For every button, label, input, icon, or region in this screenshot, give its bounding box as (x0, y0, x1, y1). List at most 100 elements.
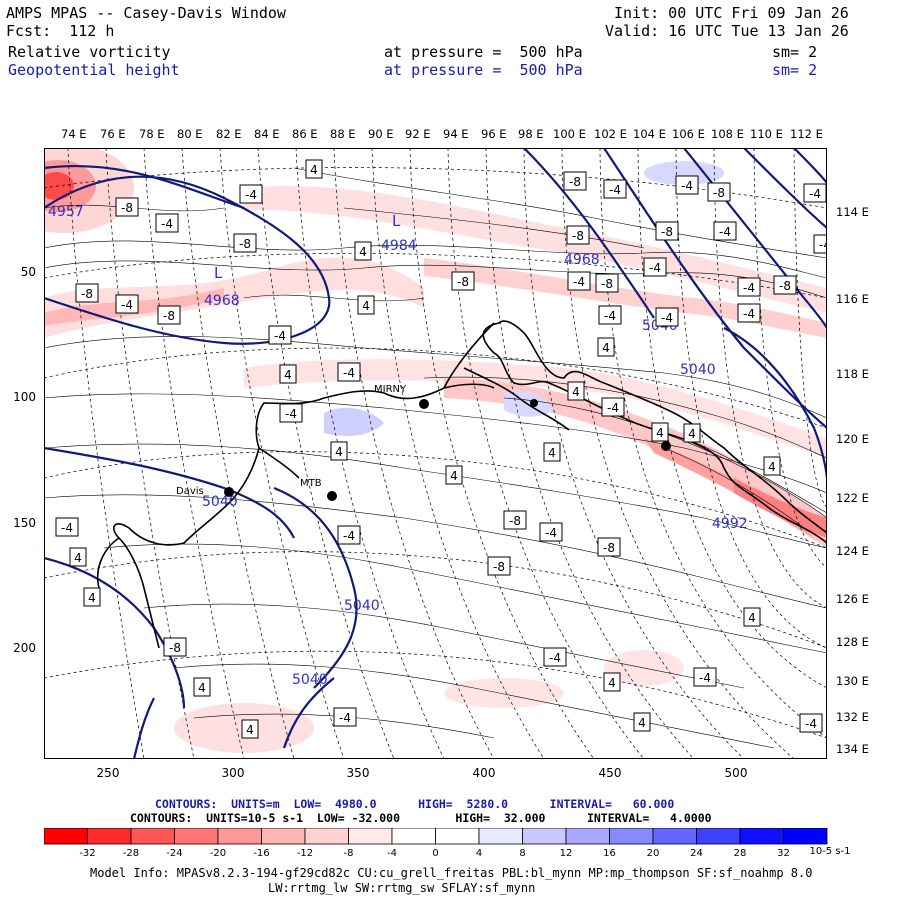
y-axis-label: 150 (13, 516, 36, 530)
field2-name: Geopotential height (8, 61, 180, 79)
low-markers: L L (214, 212, 401, 282)
colorbar-swatch (652, 828, 697, 845)
x-axis-label: 500 (724, 766, 748, 780)
vorticity-label: 4 (763, 456, 781, 476)
svg-text:-4: -4 (609, 183, 621, 197)
svg-text:-4: -4 (649, 261, 661, 275)
lon-label: 112 E (790, 127, 823, 141)
vorticity-label: -4 (598, 305, 622, 325)
lon-label: 104 E (633, 127, 666, 141)
vorticity-label: -4 (279, 403, 303, 423)
vorticity-label: -4 (737, 277, 761, 297)
colorbar-tick-label: -16 (253, 848, 270, 859)
svg-text:-8: -8 (603, 541, 615, 555)
edge-label: 124 E (836, 544, 869, 558)
svg-text:4: 4 (335, 445, 343, 459)
vorticity-label: -4 (155, 213, 179, 233)
colorbar-tick-label: 0 (432, 848, 439, 859)
colorbar-swatch (478, 828, 523, 845)
height-label: 5040 (292, 672, 328, 688)
colorbar-swatch (130, 828, 175, 845)
colorbar-swatch (739, 828, 784, 845)
vorticity-label: -4 (337, 362, 361, 382)
svg-text:4: 4 (572, 385, 580, 399)
svg-text:4: 4 (310, 163, 318, 177)
colorbar-swatch (565, 828, 610, 845)
vorticity-label: -8 (707, 182, 731, 202)
vorticity-label: -4 (737, 303, 761, 323)
colorbar-swatch (217, 828, 262, 845)
svg-text:4: 4 (198, 681, 206, 695)
vorticity-label: -8 (157, 305, 181, 325)
vorticity-label: 4 (193, 677, 211, 697)
edge-label: 118 E (836, 367, 869, 381)
svg-text:4: 4 (362, 299, 370, 313)
svg-text:-8: -8 (457, 275, 469, 289)
svg-text:-4: -4 (339, 711, 351, 725)
vorticity-label: -8 (487, 556, 511, 576)
lon-label: 94 E (443, 127, 469, 141)
vorticity-label: -4 (55, 517, 79, 537)
lon-label: 100 E (553, 127, 586, 141)
height-label: 4984 (381, 238, 417, 254)
svg-text:-8: -8 (572, 229, 584, 243)
svg-text:-8: -8 (661, 225, 673, 239)
svg-text:-8: -8 (713, 186, 725, 200)
vorticity-label: 4 (445, 465, 463, 485)
edge-label: 130 E (836, 674, 869, 688)
vorticity-label: -8 (233, 233, 257, 253)
vorticity-label: -8 (503, 510, 527, 530)
vorticity-label: -4 (803, 183, 827, 203)
vorticity-label: -4 (643, 257, 667, 277)
edge-label: 134 E (836, 742, 869, 756)
svg-text:4: 4 (359, 245, 367, 259)
svg-text:4: 4 (638, 716, 646, 730)
height-label: 5040 (202, 494, 238, 510)
station-marker (327, 491, 337, 501)
svg-text:-4: -4 (743, 307, 755, 321)
edge-label: 122 E (836, 491, 869, 505)
lon-label: 78 E (139, 127, 165, 141)
station-label-mtb: MTB (300, 478, 322, 489)
svg-text:-4: -4 (661, 311, 673, 325)
lon-label: 98 E (518, 127, 544, 141)
lon-label: 76 E (100, 127, 126, 141)
colorbar-swatch (783, 828, 828, 845)
vorticity-label: -4 (603, 179, 627, 199)
lon-label: 90 E (368, 127, 394, 141)
svg-text:-4: -4 (809, 187, 821, 201)
svg-text:4: 4 (748, 611, 756, 625)
vorticity-label: -4 (713, 221, 737, 241)
svg-text:4: 4 (608, 676, 616, 690)
vorticity-label: -8 (75, 283, 99, 303)
vorticity-label: 4 (83, 587, 101, 607)
stations (224, 399, 671, 501)
svg-text:-8: -8 (779, 279, 791, 293)
init-time: Init: 00 UTC Fri 09 Jan 26 (614, 4, 849, 22)
edge-label: 126 E (836, 592, 869, 606)
svg-text:4: 4 (284, 368, 292, 382)
svg-text:-4: -4 (274, 329, 286, 343)
vorticity-label: 4 (567, 381, 585, 401)
vorticity-contour-info: CONTOURS: UNITS=10-5 s-1 LOW= -32.000 HI… (130, 811, 712, 825)
vorticity-label: -4 (333, 707, 357, 727)
vorticity-label: -4 (675, 175, 699, 195)
map-border (44, 148, 827, 759)
vorticity-label: -4 (239, 184, 263, 204)
colorbar-tick-label: -8 (343, 848, 354, 859)
vorticity-label: 4 (241, 719, 259, 739)
svg-text:-4: -4 (681, 179, 693, 193)
svg-text:-4: -4 (61, 521, 73, 535)
lon-label: 82 E (216, 127, 242, 141)
lon-label: 74 E (61, 127, 87, 141)
field2-smoothing: sm= 2 (772, 61, 818, 79)
svg-text:-4: -4 (285, 407, 297, 421)
colorbar-swatch (261, 828, 306, 845)
field2-level: at pressure = 500 hPa (384, 61, 583, 79)
x-axis-label: 350 (346, 766, 370, 780)
station-marker (661, 441, 671, 451)
vorticity-label: -8 (655, 221, 679, 241)
svg-text:4: 4 (768, 460, 776, 474)
station-marker (530, 399, 538, 407)
vorticity-label: 4 (357, 295, 375, 315)
